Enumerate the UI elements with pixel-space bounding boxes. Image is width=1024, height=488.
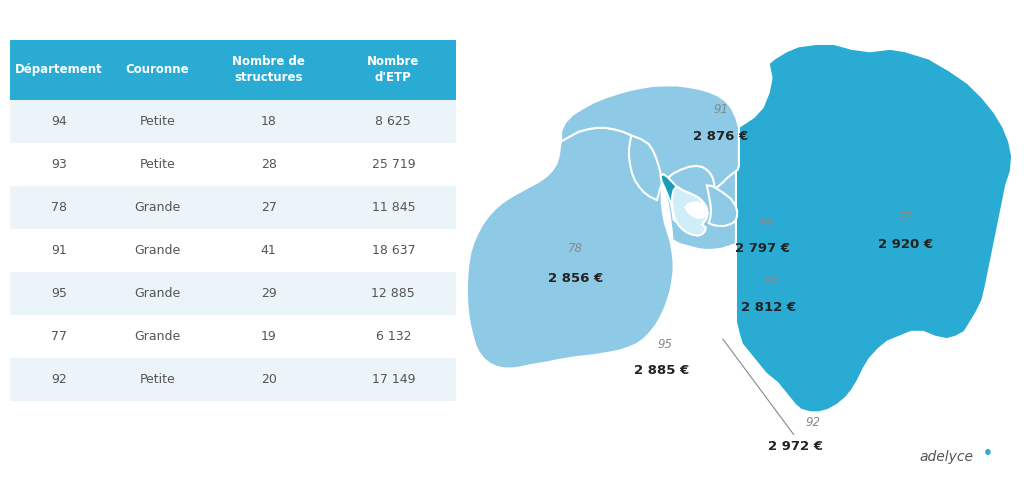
Text: 2 856 €: 2 856 € [548, 272, 603, 285]
Text: 12 885: 12 885 [372, 287, 415, 300]
Text: 29: 29 [261, 287, 276, 300]
Text: 77: 77 [51, 330, 68, 343]
Bar [10, 40, 456, 100]
Bar [10, 229, 456, 272]
Text: 2 972 €: 2 972 € [768, 440, 823, 453]
Text: 2 920 €: 2 920 € [878, 238, 933, 250]
Polygon shape [629, 102, 736, 250]
Text: Nombre de
structures: Nombre de structures [232, 56, 305, 84]
Text: Département: Département [15, 63, 103, 77]
Text: Grande: Grande [134, 201, 180, 214]
Text: 95: 95 [657, 338, 672, 350]
Text: 2 876 €: 2 876 € [693, 130, 749, 143]
Text: 17 149: 17 149 [372, 373, 415, 386]
Text: 28: 28 [261, 158, 276, 171]
Text: 41: 41 [261, 244, 276, 257]
Text: 2 797 €: 2 797 € [735, 243, 791, 255]
Text: 20: 20 [261, 373, 276, 386]
Text: 93: 93 [764, 274, 779, 287]
Text: Nombre
d'ETP: Nombre d'ETP [368, 56, 420, 84]
Text: Couronne: Couronne [125, 63, 189, 77]
Text: •: • [977, 444, 994, 463]
Bar [10, 142, 456, 185]
Text: Grande: Grande [134, 330, 180, 343]
Text: 78: 78 [568, 243, 583, 255]
Text: 8 625: 8 625 [376, 115, 412, 127]
Text: 18: 18 [261, 115, 276, 127]
Text: 25 719: 25 719 [372, 158, 415, 171]
Bar [10, 358, 456, 401]
Polygon shape [561, 85, 739, 189]
Text: 92: 92 [806, 416, 820, 428]
Text: 2 812 €: 2 812 € [741, 301, 797, 314]
Text: Petite: Petite [139, 373, 175, 386]
Text: 27: 27 [261, 201, 276, 214]
Text: Grande: Grande [134, 244, 180, 257]
Bar [10, 315, 456, 358]
Text: adelyce: adelyce [920, 449, 974, 464]
Text: 18 637: 18 637 [372, 244, 415, 257]
Text: 95: 95 [51, 287, 68, 300]
Text: 94: 94 [51, 115, 68, 127]
Text: 92: 92 [51, 373, 68, 386]
Polygon shape [672, 186, 708, 236]
Text: 19: 19 [261, 330, 276, 343]
Text: 2 885 €: 2 885 € [634, 365, 689, 377]
Text: 78: 78 [51, 201, 68, 214]
Text: 77: 77 [898, 211, 912, 224]
Text: Petite: Petite [139, 158, 175, 171]
Polygon shape [467, 128, 674, 368]
Text: 91: 91 [51, 244, 68, 257]
Polygon shape [660, 174, 708, 227]
Bar [10, 100, 456, 142]
Text: 93: 93 [51, 158, 68, 171]
Text: 11 845: 11 845 [372, 201, 415, 214]
Polygon shape [707, 185, 737, 226]
Text: 6 132: 6 132 [376, 330, 411, 343]
Bar [10, 185, 456, 229]
Text: 94: 94 [758, 216, 773, 228]
Text: Petite: Petite [139, 115, 175, 127]
Text: 91: 91 [714, 103, 729, 116]
Polygon shape [685, 203, 708, 218]
Text: Grande: Grande [134, 287, 180, 300]
Polygon shape [736, 44, 1012, 412]
Bar [10, 272, 456, 315]
